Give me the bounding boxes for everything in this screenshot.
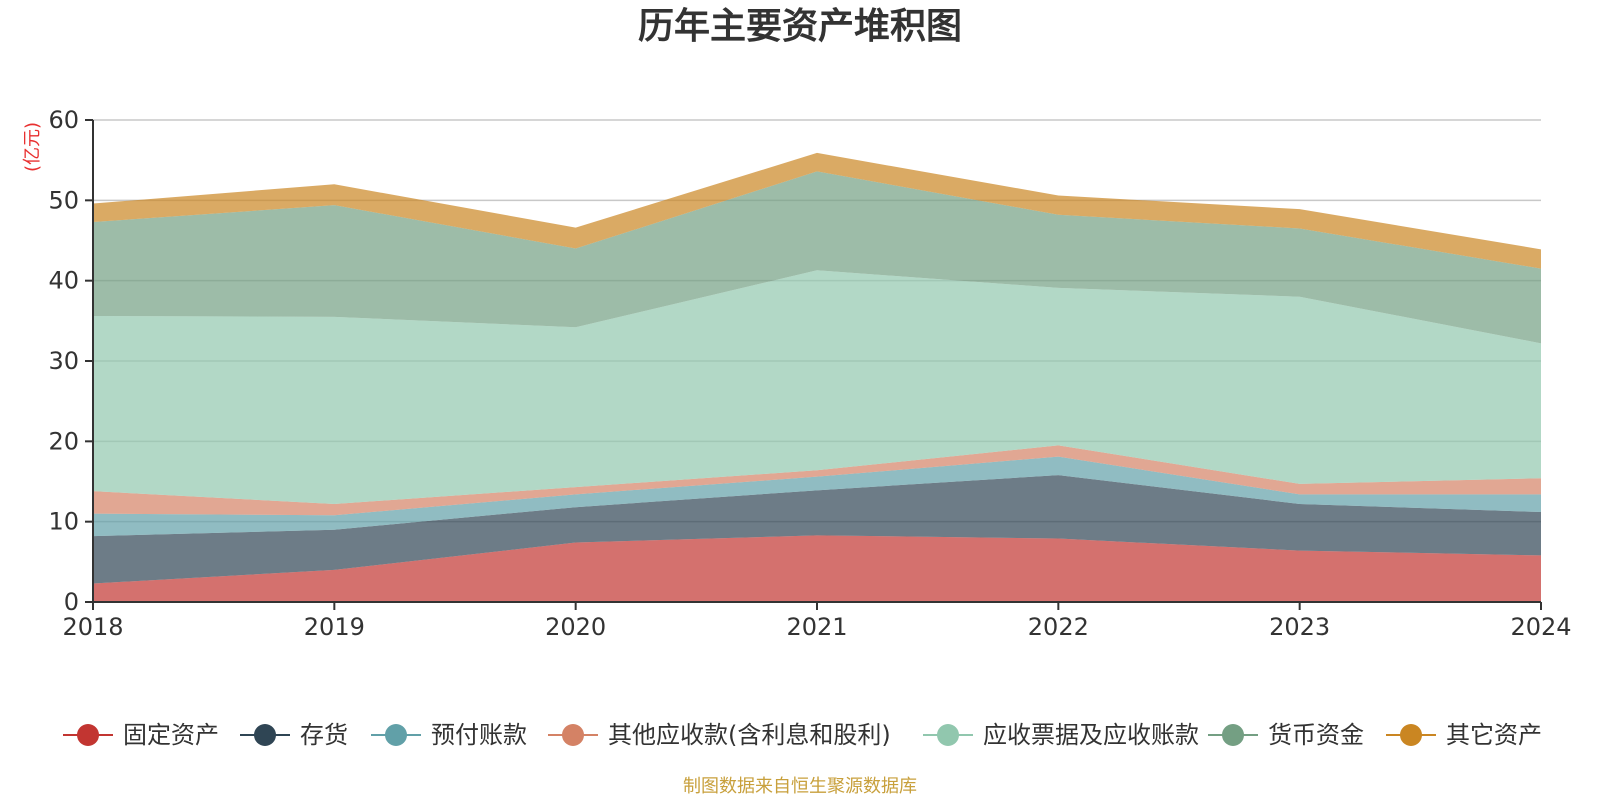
y-tick-label-30: 30 — [48, 347, 79, 375]
legend-item-5[interactable]: 货币资金 — [1208, 721, 1364, 749]
legend-marker — [937, 724, 959, 746]
chart-title: 历年主要资产堆积图 — [638, 6, 962, 47]
y-tick-label-60: 60 — [48, 106, 79, 134]
area-series-1 — [93, 475, 1541, 584]
legend-marker — [385, 724, 407, 746]
x-tick-label-2023: 2023 — [1269, 613, 1330, 641]
legend-label: 应收票据及应收账款 — [983, 721, 1199, 749]
legend-item-1[interactable]: 存货 — [240, 721, 348, 749]
area-series-group — [93, 152, 1541, 602]
legend-marker — [1222, 724, 1244, 746]
legend-label: 固定资产 — [123, 721, 219, 749]
legend: 固定资产 存货 预付账款 其他应收款(含利息和股利) 应收票据及应收账款 货币资金 其它资产 — [63, 721, 1542, 749]
data-source-note: 制图数据来自恒生聚源数据库 — [683, 776, 917, 797]
legend-marker — [254, 724, 276, 746]
y-tick-label-10: 10 — [48, 508, 79, 536]
legend-marker — [1400, 724, 1422, 746]
y-axis-unit-label: (亿元) — [22, 122, 43, 172]
y-tick-label-20: 20 — [48, 427, 79, 455]
x-tick-label-2024: 2024 — [1510, 613, 1571, 641]
legend-marker — [77, 724, 99, 746]
legend-label: 存货 — [300, 721, 348, 749]
legend-marker — [562, 724, 584, 746]
legend-label: 其它资产 — [1446, 721, 1542, 749]
x-tick-label-2019: 2019 — [304, 613, 365, 641]
legend-item-2[interactable]: 预付账款 — [371, 721, 527, 749]
legend-item-0[interactable]: 固定资产 — [63, 721, 219, 749]
area-series-2 — [93, 456, 1541, 537]
area-series-5 — [93, 171, 1541, 344]
legend-label: 预付账款 — [431, 721, 527, 749]
area-series-0 — [93, 535, 1541, 602]
legend-item-6[interactable]: 其它资产 — [1386, 721, 1542, 749]
x-tick-label-2020: 2020 — [545, 613, 606, 641]
x-tick-label-2022: 2022 — [1028, 613, 1089, 641]
area-series-3 — [93, 445, 1541, 516]
legend-label: 货币资金 — [1268, 721, 1364, 749]
area-series-4 — [93, 270, 1541, 504]
y-tick-label-0: 0 — [64, 588, 79, 616]
x-tick-label-2018: 2018 — [62, 613, 123, 641]
y-tick-label-50: 50 — [48, 186, 79, 214]
x-axis-ticks: 2018 2019 2020 2021 2022 2023 2024 — [62, 602, 1572, 641]
legend-item-4[interactable]: 应收票据及应收账款 — [923, 721, 1199, 749]
y-axis-ticks: 0 10 20 30 40 50 60 — [48, 106, 93, 616]
legend-item-3[interactable]: 其他应收款(含利息和股利) — [548, 721, 891, 749]
legend-label: 其他应收款(含利息和股利) — [608, 721, 891, 749]
y-tick-label-40: 40 — [48, 267, 79, 295]
x-tick-label-2021: 2021 — [786, 613, 847, 641]
area-series-6 — [93, 152, 1541, 269]
